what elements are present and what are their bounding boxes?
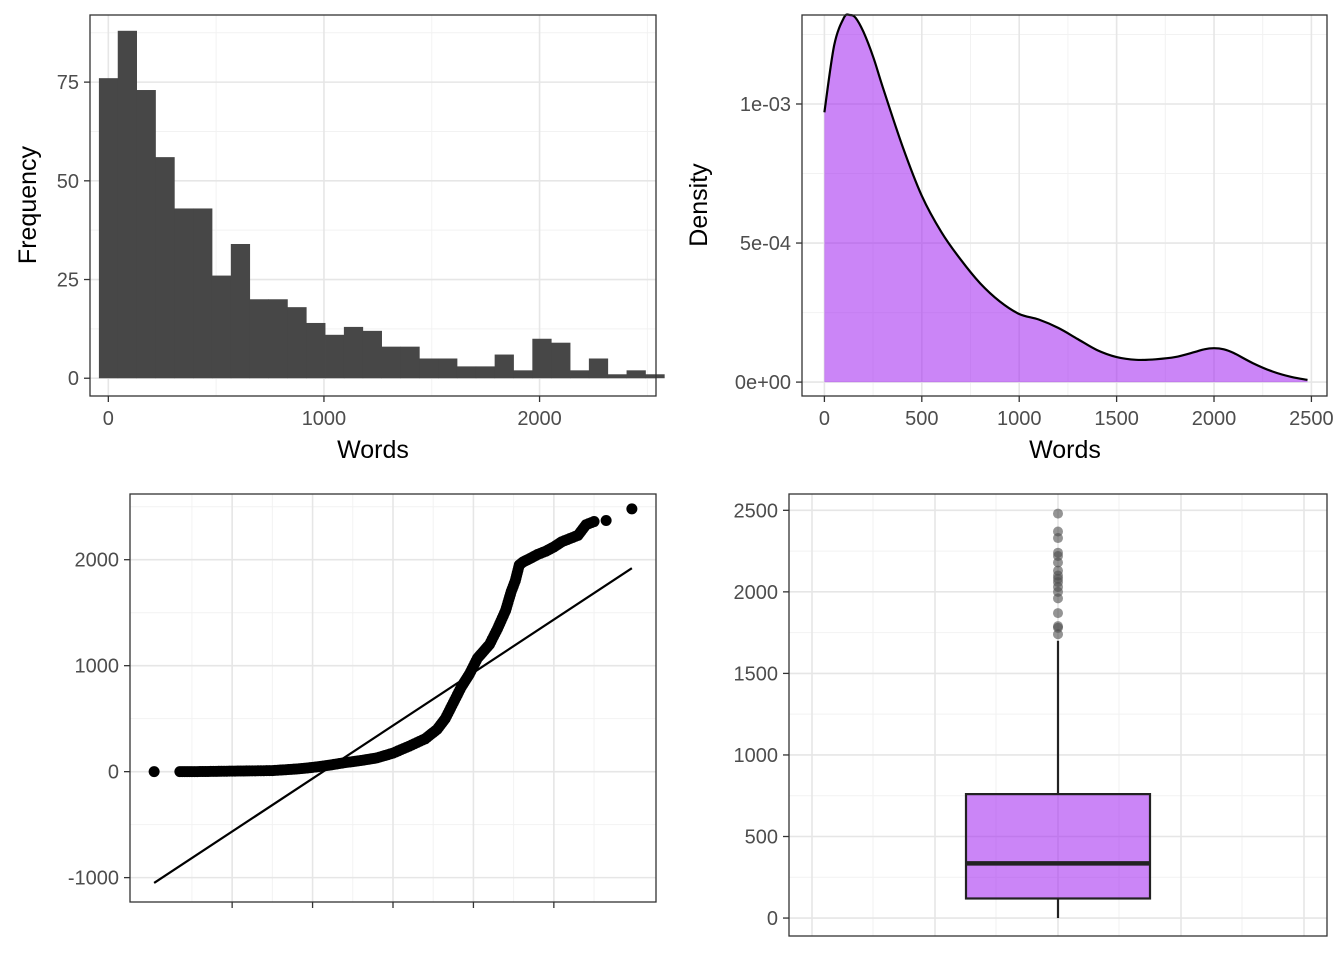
y-tick-label: 2000 bbox=[734, 582, 779, 604]
histogram-panel: 0 25 50 75 0 1000 2000 Words Frequency bbox=[14, 14, 665, 464]
histogram-bar bbox=[513, 370, 533, 379]
boxplot-marks bbox=[964, 508, 1152, 919]
x-tick-label: 2000 bbox=[1192, 408, 1237, 430]
outlier-point bbox=[1053, 621, 1063, 632]
histogram-border bbox=[89, 14, 657, 397]
outlier-point bbox=[1053, 608, 1063, 619]
histogram-bar bbox=[117, 30, 137, 379]
histogram-bar bbox=[325, 334, 345, 379]
histogram-bar bbox=[268, 299, 288, 379]
x-tick-label: 1000 bbox=[997, 408, 1042, 430]
qq-grid bbox=[130, 494, 656, 902]
density-panel: 0e+00 5e-04 1e-03 0 500 1000 1500 2000 2500 Word… bbox=[685, 13, 1334, 464]
density-line bbox=[823, 13, 1308, 381]
histogram-bars bbox=[98, 30, 665, 379]
histogram-axes: 0 25 50 75 0 1000 2000 bbox=[57, 72, 562, 430]
qq-point bbox=[588, 516, 600, 528]
y-tick-label: 25 bbox=[57, 270, 79, 292]
y-tick-label: 1000 bbox=[75, 656, 120, 678]
outlier-point bbox=[1053, 526, 1063, 537]
interquartile-box bbox=[964, 793, 1152, 900]
x-tick-label: 1500 bbox=[1094, 408, 1139, 430]
histogram-bar bbox=[249, 299, 269, 379]
density-border bbox=[801, 14, 1328, 397]
boxplot-border bbox=[788, 493, 1328, 937]
y-tick-label: 0e+00 bbox=[735, 372, 791, 394]
boxplot-panel: 0 500 1000 1500 2000 2500 bbox=[734, 493, 1328, 937]
histogram-bar bbox=[551, 342, 571, 379]
qq-axes: -1000 0 1000 2000 bbox=[68, 550, 555, 908]
histogram-bar bbox=[362, 330, 382, 379]
histogram-bar bbox=[494, 354, 514, 379]
x-tick-label: 0 bbox=[819, 408, 830, 430]
y-tick-label: 75 bbox=[57, 72, 79, 94]
histogram-bar bbox=[532, 338, 552, 379]
outlier-point bbox=[1053, 547, 1063, 558]
y-tick-label: 1e-03 bbox=[740, 94, 791, 116]
y-tick-label: 0 bbox=[68, 368, 79, 390]
qq-point bbox=[600, 514, 612, 526]
density-y-axis-title: Density bbox=[685, 163, 713, 247]
boxplot-axes: 0 500 1000 1500 2000 2500 bbox=[734, 500, 789, 930]
density-area bbox=[824, 14, 1308, 383]
qq-reference-line bbox=[153, 567, 633, 884]
histogram-y-axis-title: Frequency bbox=[14, 145, 42, 264]
histogram-bar bbox=[174, 208, 194, 379]
histogram-x-axis-title: Words bbox=[337, 436, 409, 464]
density-axes: 0e+00 5e-04 1e-03 0 500 1000 1500 2000 2500 bbox=[735, 94, 1334, 430]
histogram-bar bbox=[438, 358, 458, 379]
y-tick-label: 5e-04 bbox=[740, 233, 791, 255]
histogram-bar bbox=[645, 374, 665, 379]
y-tick-label: 500 bbox=[745, 827, 778, 849]
density-x-axis-title: Words bbox=[1029, 436, 1101, 464]
y-tick-label: 0 bbox=[767, 908, 778, 930]
density-curve-area bbox=[823, 13, 1308, 383]
histogram-bar bbox=[570, 370, 590, 379]
x-tick-label: 500 bbox=[905, 408, 938, 430]
histogram-bar bbox=[400, 346, 420, 379]
qq-point bbox=[148, 766, 160, 778]
x-tick-label: 2000 bbox=[517, 408, 562, 430]
y-tick-label: 2500 bbox=[734, 500, 779, 522]
histogram-bar bbox=[456, 366, 477, 379]
histogram-bar bbox=[193, 208, 213, 379]
x-tick-label: 1000 bbox=[302, 408, 347, 430]
histogram-bar bbox=[419, 358, 439, 379]
qq-point bbox=[626, 503, 638, 515]
histogram-bar bbox=[475, 366, 496, 379]
histogram-bar bbox=[98, 78, 119, 379]
x-tick-label: 0 bbox=[103, 408, 114, 430]
y-tick-label: -1000 bbox=[68, 868, 119, 890]
histogram-bar bbox=[343, 326, 364, 379]
x-tick-label: 2500 bbox=[1289, 408, 1334, 430]
outlier-point bbox=[1053, 565, 1063, 576]
histogram-bar bbox=[211, 275, 232, 379]
y-tick-label: 50 bbox=[57, 171, 79, 193]
histogram-bar bbox=[230, 243, 251, 379]
histogram-bar bbox=[607, 374, 627, 379]
y-tick-label: 2000 bbox=[75, 550, 120, 572]
qq-panel: -1000 0 1000 2000 bbox=[68, 493, 657, 908]
y-tick-label: 0 bbox=[108, 762, 119, 784]
outlier-point bbox=[1053, 508, 1063, 519]
histogram-bar bbox=[306, 322, 326, 379]
histogram-bar bbox=[381, 346, 401, 379]
histogram-bar bbox=[287, 307, 307, 379]
histogram-bar bbox=[588, 358, 609, 379]
histogram-bar bbox=[155, 157, 175, 379]
histogram-bar bbox=[136, 90, 156, 379]
qq-points-and-line bbox=[148, 503, 638, 884]
y-tick-label: 1500 bbox=[734, 663, 779, 685]
histogram-bar bbox=[626, 370, 646, 379]
y-tick-label: 1000 bbox=[734, 745, 779, 767]
